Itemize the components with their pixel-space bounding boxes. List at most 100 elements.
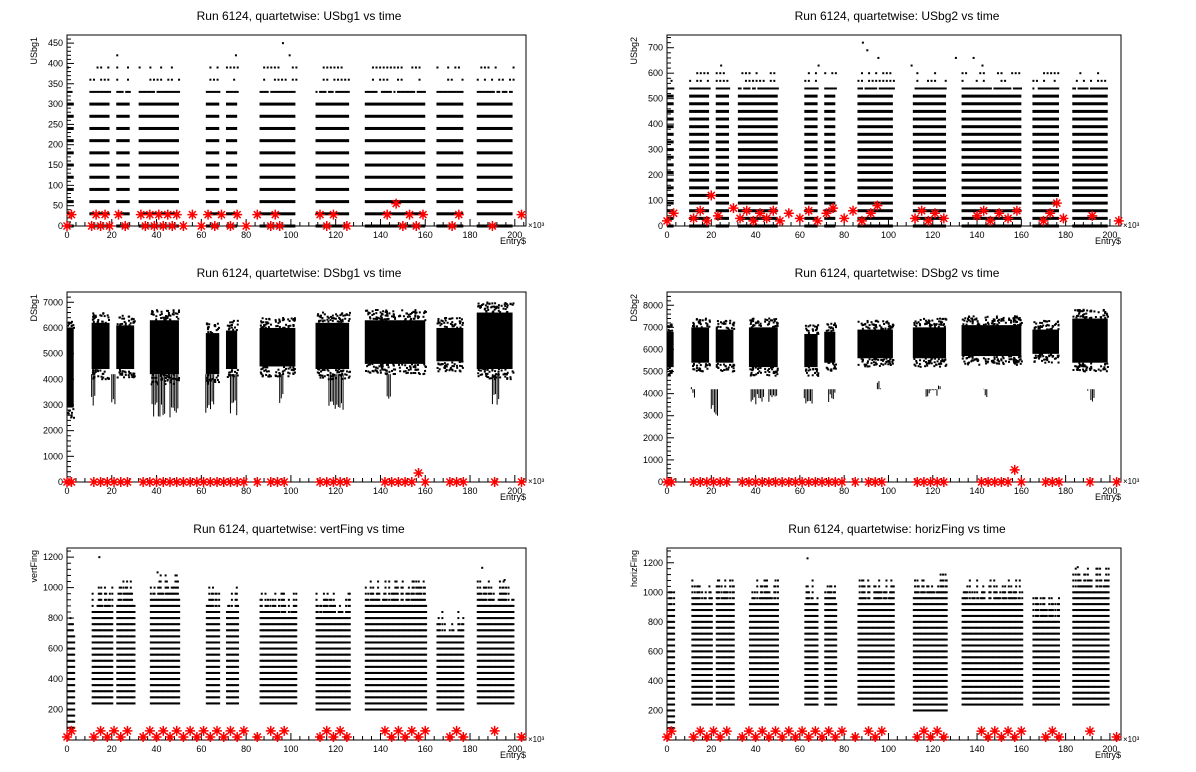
- point: [68, 641, 71, 644]
- point: [753, 324, 756, 327]
- point: [807, 332, 810, 335]
- point: [210, 635, 213, 638]
- point: [235, 659, 238, 662]
- point-row: [961, 171, 1022, 175]
- point: [750, 319, 753, 322]
- point-row: [667, 178, 674, 182]
- point: [207, 690, 210, 693]
- point: [225, 617, 228, 620]
- point: [108, 377, 111, 380]
- point: [292, 366, 295, 369]
- point: [231, 321, 234, 324]
- point: [96, 684, 99, 687]
- point: [282, 373, 285, 376]
- point: [1048, 328, 1051, 331]
- point: [160, 623, 163, 626]
- x-axis-exponent: ×10³: [1123, 477, 1140, 486]
- point: [95, 671, 98, 674]
- point: [989, 87, 992, 90]
- point: [259, 641, 262, 644]
- point: [318, 374, 321, 377]
- point: [229, 641, 232, 644]
- point: [208, 678, 211, 681]
- point: [1053, 323, 1056, 326]
- point: [228, 327, 231, 330]
- point: [159, 647, 162, 650]
- point: [169, 617, 172, 620]
- point: [414, 312, 417, 315]
- point: [152, 696, 155, 699]
- point: [175, 696, 178, 699]
- point-cloud: [748, 327, 778, 368]
- point: [695, 318, 698, 321]
- point: [149, 684, 152, 687]
- red-star-marker: [735, 213, 746, 224]
- point: [1034, 354, 1037, 357]
- point: [107, 629, 110, 632]
- point-row: [205, 175, 220, 179]
- red-star-marker: [662, 215, 672, 226]
- point: [163, 659, 166, 662]
- point: [926, 364, 929, 367]
- point: [774, 325, 777, 328]
- point: [764, 368, 767, 371]
- point: [982, 323, 985, 326]
- point: [162, 316, 165, 319]
- point: [706, 324, 709, 327]
- point: [132, 372, 135, 375]
- point: [775, 87, 778, 90]
- point: [934, 326, 937, 329]
- point: [230, 641, 233, 644]
- point: [119, 690, 122, 693]
- y-axis-label: USbg1: [29, 37, 39, 65]
- point: [102, 702, 105, 705]
- point: [486, 306, 489, 309]
- point: [984, 323, 987, 326]
- point: [1074, 87, 1077, 90]
- point: [218, 598, 221, 601]
- point: [1043, 319, 1046, 322]
- point: [207, 331, 210, 334]
- point: [750, 371, 753, 374]
- point: [118, 678, 121, 681]
- chart-title: Run 6124, quartetwise: USbg2 vs time: [795, 9, 1000, 23]
- point: [414, 66, 417, 69]
- point: [273, 78, 276, 81]
- point: [213, 665, 216, 668]
- point: [401, 363, 404, 366]
- point: [159, 702, 162, 705]
- red-star-marker: [1111, 477, 1122, 487]
- y-tick-label: 7000: [643, 322, 663, 332]
- point: [174, 690, 177, 693]
- point: [214, 696, 217, 699]
- point: [326, 315, 329, 318]
- red-star-marker: [839, 213, 850, 224]
- point: [708, 87, 711, 90]
- point: [178, 309, 181, 312]
- point: [260, 678, 263, 681]
- point: [211, 702, 214, 705]
- point-row: [804, 125, 818, 129]
- point: [225, 702, 228, 705]
- point: [210, 684, 213, 687]
- point: [436, 66, 439, 69]
- point: [128, 641, 131, 644]
- point: [70, 320, 73, 323]
- point: [163, 690, 166, 693]
- point-cloud: [961, 325, 1022, 357]
- point: [127, 598, 130, 601]
- point: [436, 90, 439, 93]
- red-star-marker: [341, 477, 352, 487]
- point: [165, 629, 168, 632]
- point: [174, 702, 177, 705]
- point: [768, 322, 771, 325]
- point: [386, 312, 389, 315]
- red-star-marker: [1047, 477, 1058, 487]
- point-row: [1072, 201, 1108, 205]
- point: [153, 611, 156, 613]
- point: [99, 702, 102, 705]
- point: [128, 623, 131, 626]
- point: [1079, 72, 1082, 75]
- x-tick-label: 80: [839, 486, 849, 496]
- point: [380, 90, 383, 93]
